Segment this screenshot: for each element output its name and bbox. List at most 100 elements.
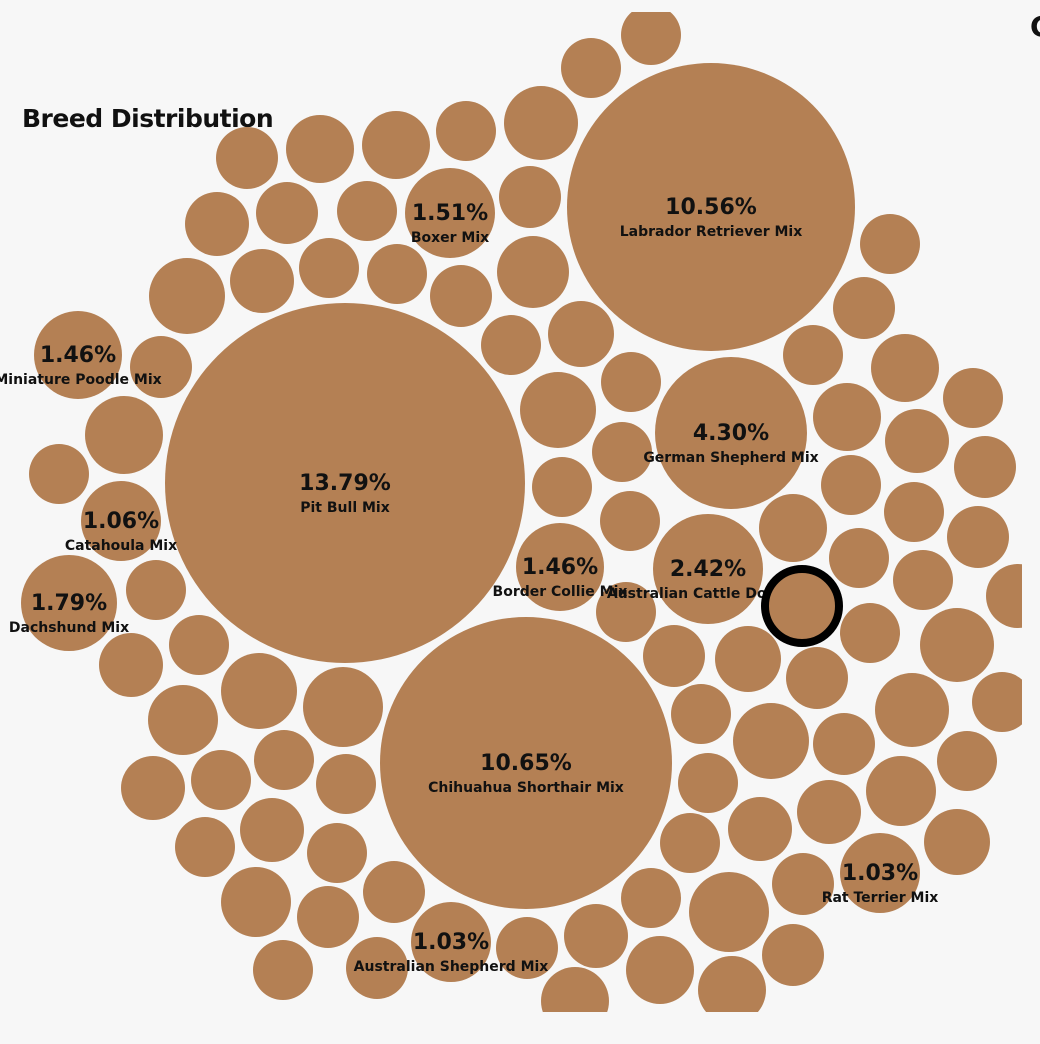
- bubble[interactable]: [821, 455, 881, 515]
- bubble[interactable]: [221, 867, 291, 937]
- bubble[interactable]: [871, 334, 939, 402]
- bubble[interactable]: [733, 703, 809, 779]
- bubble[interactable]: [762, 924, 824, 986]
- bubble-labrador-retriever-mix[interactable]: [567, 63, 855, 351]
- bubble-rat-terrier-mix[interactable]: [840, 833, 920, 913]
- bubble[interactable]: [671, 684, 731, 744]
- bubble[interactable]: [367, 244, 427, 304]
- bubble[interactable]: [191, 750, 251, 810]
- bubble[interactable]: [937, 731, 997, 791]
- bubble[interactable]: [496, 917, 558, 979]
- bubble[interactable]: [920, 608, 994, 682]
- bubble[interactable]: [875, 673, 949, 747]
- bubble[interactable]: [520, 372, 596, 448]
- bubble[interactable]: [121, 756, 185, 820]
- bubble[interactable]: [169, 615, 229, 675]
- bubble[interactable]: [240, 798, 304, 862]
- bubble[interactable]: [299, 238, 359, 298]
- bubble[interactable]: [346, 937, 408, 999]
- bubble-german-shepherd-mix[interactable]: [655, 357, 807, 509]
- bubble[interactable]: [436, 101, 496, 161]
- bubble[interactable]: [678, 753, 738, 813]
- bubble[interactable]: [316, 754, 376, 814]
- bubble[interactable]: [221, 653, 297, 729]
- bubble-australian-cattle-dog-mix[interactable]: [653, 514, 763, 624]
- bubble[interactable]: [286, 115, 354, 183]
- bubble[interactable]: [643, 625, 705, 687]
- bubble[interactable]: [813, 383, 881, 451]
- bubble-australian-shepherd-mix[interactable]: [411, 902, 491, 982]
- bubble[interactable]: [600, 491, 660, 551]
- bubble[interactable]: [499, 166, 561, 228]
- bubble[interactable]: [185, 192, 249, 256]
- bubble[interactable]: [362, 111, 430, 179]
- bubble[interactable]: [829, 528, 889, 588]
- bubble-miniature-poodle-mix[interactable]: [34, 311, 122, 399]
- bubble-pit-bull-mix[interactable]: [165, 303, 525, 663]
- bubble[interactable]: [256, 182, 318, 244]
- bubble[interactable]: [772, 853, 834, 915]
- bubble-boxer-mix[interactable]: [405, 168, 495, 258]
- bubble[interactable]: [626, 936, 694, 1004]
- bubble-chihuahua-shorthair-mix[interactable]: [380, 617, 672, 909]
- bubble[interactable]: [866, 756, 936, 826]
- bubble[interactable]: [860, 214, 920, 274]
- bubble[interactable]: [924, 809, 990, 875]
- bubble[interactable]: [130, 336, 192, 398]
- bubble[interactable]: [893, 550, 953, 610]
- bubble[interactable]: [307, 823, 367, 883]
- bubble[interactable]: [481, 315, 541, 375]
- bubble[interactable]: [884, 482, 944, 542]
- bubble[interactable]: [797, 780, 861, 844]
- bubble[interactable]: [254, 730, 314, 790]
- bubble[interactable]: [813, 713, 875, 775]
- selected-bubble[interactable]: [761, 565, 843, 647]
- bubble[interactable]: [601, 352, 661, 412]
- bubble-catahoula-mix[interactable]: [81, 481, 161, 561]
- bubble[interactable]: [621, 5, 681, 65]
- bubble[interactable]: [698, 956, 766, 1024]
- bubble-dachshund-mix[interactable]: [21, 555, 117, 651]
- bubble[interactable]: [660, 813, 720, 873]
- bubble[interactable]: [728, 797, 792, 861]
- bubble[interactable]: [786, 647, 848, 709]
- bubble[interactable]: [29, 444, 89, 504]
- bubble[interactable]: [504, 86, 578, 160]
- bubble[interactable]: [759, 494, 827, 562]
- bubble[interactable]: [99, 633, 163, 697]
- bubble[interactable]: [972, 672, 1032, 732]
- bubble[interactable]: [532, 457, 592, 517]
- bubble-border-collie-mix[interactable]: [516, 523, 604, 611]
- bubble[interactable]: [303, 667, 383, 747]
- bubble[interactable]: [297, 886, 359, 948]
- bubble[interactable]: [986, 564, 1040, 628]
- bubble[interactable]: [85, 396, 163, 474]
- bubble[interactable]: [548, 301, 614, 367]
- bubble[interactable]: [885, 409, 949, 473]
- bubble[interactable]: [833, 277, 895, 339]
- bubble[interactable]: [541, 967, 609, 1035]
- bubble[interactable]: [497, 236, 569, 308]
- bubble[interactable]: [148, 685, 218, 755]
- bubble[interactable]: [175, 817, 235, 877]
- bubble[interactable]: [943, 368, 1003, 428]
- bubble[interactable]: [715, 626, 781, 692]
- bubble[interactable]: [126, 560, 186, 620]
- bubble[interactable]: [596, 582, 656, 642]
- bubble[interactable]: [149, 258, 225, 334]
- bubble[interactable]: [363, 861, 425, 923]
- bubble[interactable]: [947, 506, 1009, 568]
- bubble[interactable]: [430, 265, 492, 327]
- bubble[interactable]: [840, 603, 900, 663]
- bubble[interactable]: [783, 325, 843, 385]
- bubble[interactable]: [564, 904, 628, 968]
- bubble[interactable]: [592, 422, 652, 482]
- bubble[interactable]: [337, 181, 397, 241]
- bubble[interactable]: [954, 436, 1016, 498]
- bubble[interactable]: [216, 127, 278, 189]
- bubble[interactable]: [230, 249, 294, 313]
- bubble[interactable]: [253, 940, 313, 1000]
- bubble[interactable]: [689, 872, 769, 952]
- bubble[interactable]: [621, 868, 681, 928]
- bubble[interactable]: [561, 38, 621, 98]
